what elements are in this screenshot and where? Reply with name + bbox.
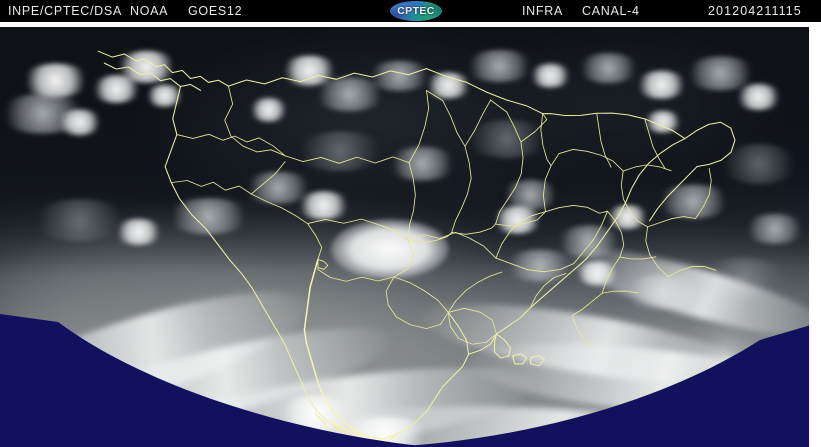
timestamp-label: 201204211115: [708, 4, 802, 18]
satellite-label: GOES12: [188, 4, 243, 18]
satellite-image-canvas: [0, 22, 821, 447]
right-margin-strip: [809, 22, 821, 447]
channel-label: CANAL-4: [582, 4, 640, 18]
source-label: INPE/CPTEC/DSA: [8, 4, 122, 18]
band-label: INFRA: [522, 4, 563, 18]
satellite-image-frame: [0, 22, 816, 447]
geopolitical-border-overlay: [0, 22, 815, 447]
cptec-logo-text: CPTEC: [397, 5, 435, 17]
cptec-logo-icon: CPTEC: [390, 1, 442, 21]
top-margin-strip: [0, 22, 821, 27]
agency-label: NOAA: [130, 4, 169, 18]
header-bar: INPE/CPTEC/DSA NOAA GOES12 CPTEC INFRA C…: [0, 0, 821, 22]
